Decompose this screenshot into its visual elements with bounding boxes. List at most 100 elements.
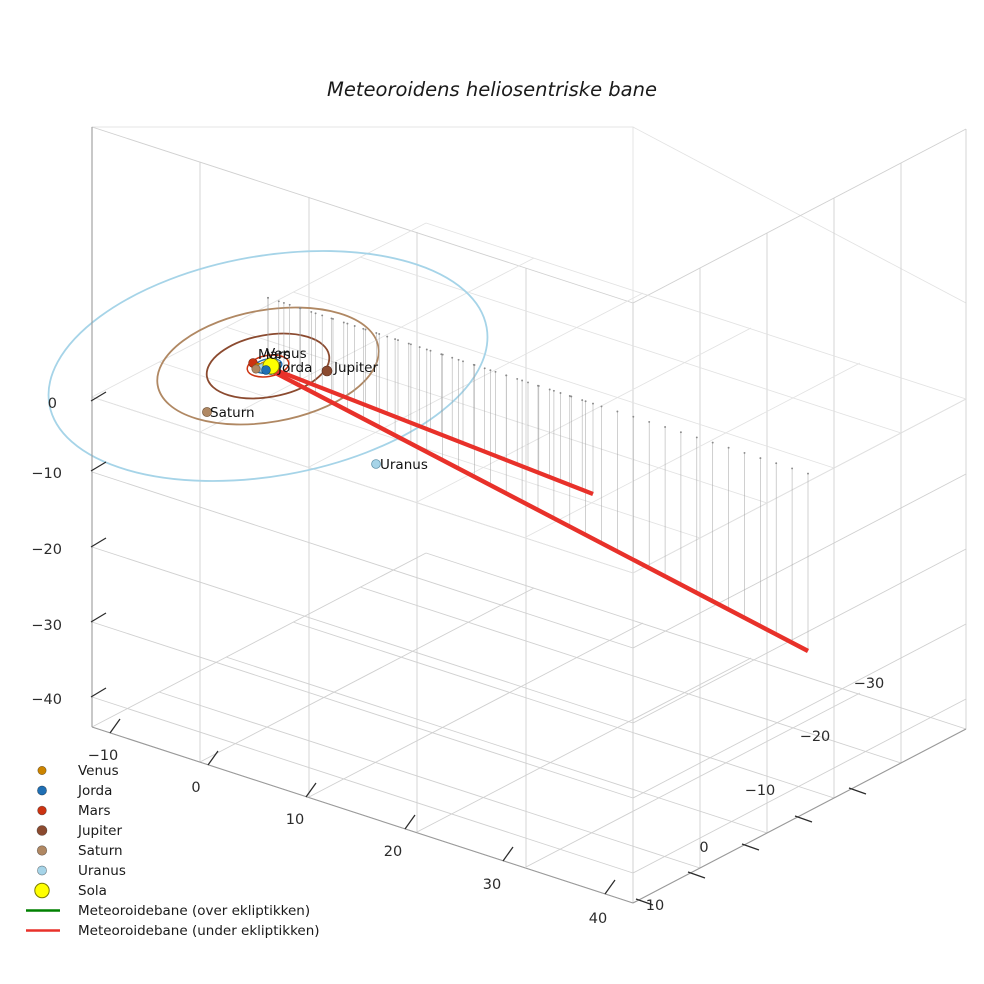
z-tick-mark-0 <box>90 391 107 402</box>
stem-dot-b-24 <box>648 420 651 423</box>
z-tick-label-4: −40 <box>31 692 62 708</box>
body-label-saturn: Saturn <box>210 405 255 421</box>
pane-back-top <box>91 126 967 727</box>
y-tick-label-1: 0 <box>699 840 708 856</box>
traj-segment-upper <box>267 365 594 496</box>
legend-item-label: Saturn <box>78 843 123 859</box>
stem-dot-a-13 <box>407 342 410 345</box>
traj-segment-lower <box>266 367 810 653</box>
stem-dot-b-27 <box>695 436 698 439</box>
legend-item-jupiter[interactable]: Jupiter <box>36 823 122 839</box>
stem-dot-a-4 <box>310 310 313 313</box>
legend-item-label: Meteoroidebane (under ekliptikken) <box>78 923 320 939</box>
legend-marker-dot <box>36 825 48 836</box>
x-tick-label-5: 40 <box>589 911 607 927</box>
legend-item-saturn[interactable]: Saturn <box>36 843 123 859</box>
x-tick-label-3: 20 <box>384 844 402 860</box>
legend-item-meteoroidebane-over-ekliptikken[interactable]: Meteoroidebane (over ekliptikken) <box>26 903 310 919</box>
page-title: Meteoroidens heliosentriske bane <box>327 78 657 101</box>
x-tick-labels: −10 0 10 20 30 40 <box>88 748 608 927</box>
stem-dot-a-14 <box>418 346 421 349</box>
legend-item-label: Sola <box>78 883 107 899</box>
y-tick-mark-2 <box>741 843 760 851</box>
legend-marker-dot <box>37 865 47 876</box>
stem-dot-a-12 <box>397 339 399 342</box>
orbit-saturn <box>156 306 380 426</box>
stem-dot-b-26 <box>679 431 682 434</box>
y-tick-mark-1 <box>687 871 706 879</box>
x-axis-spine <box>91 726 634 904</box>
stem-dot-b-2 <box>298 307 301 310</box>
x-tick-label-1: 0 <box>191 780 200 796</box>
stem-dot-b-28 <box>711 441 714 444</box>
x-tick-mark-4 <box>502 846 514 862</box>
legend[interactable]: Venus Jorda Mars Jupiter Saturn Uranus Sola Met… <box>26 763 320 939</box>
stem-dot-b-29 <box>727 446 730 449</box>
stem-dot-b-16 <box>521 379 524 382</box>
stem-dot-a-29 <box>581 399 584 402</box>
legend-item-meteoroidebane-under-ekliptikken[interactable]: Meteoroidebane (under ekliptikken) <box>26 923 320 939</box>
legend-marker-dot <box>37 765 47 775</box>
z-tick-mark-4 <box>90 687 107 698</box>
legend-item-jorda[interactable]: Jorda <box>37 783 112 799</box>
axis-spines <box>91 127 967 904</box>
z-tick-label-1: −10 <box>31 466 62 482</box>
legend-item-venus[interactable]: Venus <box>37 763 119 779</box>
legend-item-label: Uranus <box>78 863 126 879</box>
legend-marker-dot <box>36 845 48 856</box>
legend-item-sola[interactable]: Sola <box>34 882 107 899</box>
stem-dot-a-17 <box>451 356 454 359</box>
stem-dot-b-23 <box>632 415 635 418</box>
body-label-venus: Venus <box>266 346 307 362</box>
y-tick-mark-0 <box>635 898 654 906</box>
body-label-uranus: Uranus <box>380 457 428 473</box>
stem-dot-b-22 <box>616 410 619 413</box>
stem-dot-a-15 <box>429 349 432 352</box>
y-axis-spine <box>632 728 967 904</box>
z-tick-mark-1 <box>90 461 107 472</box>
stem-dot-b-31 <box>759 457 762 460</box>
marker-uranus <box>371 459 381 469</box>
x-tick-mark-0 <box>109 718 121 734</box>
z-tick-label-2: −20 <box>31 542 62 558</box>
z-tick-mark-2 <box>90 537 107 548</box>
stem-dot-b-12 <box>457 358 460 361</box>
stem-dot-b-14 <box>489 369 492 372</box>
legend-item-label: Jupiter <box>77 823 122 839</box>
stem-dot-a-8 <box>353 325 356 327</box>
legend-item-mars[interactable]: Mars <box>37 803 111 819</box>
stem-dot-b-15 <box>505 374 508 377</box>
x-tick-label-0: −10 <box>88 748 119 764</box>
x-tick-mark-2 <box>305 782 317 798</box>
stem-dot-b-18 <box>552 389 555 392</box>
stem-dot-a-6 <box>332 317 334 320</box>
stem-dot-b-0 <box>267 296 269 299</box>
y-tick-labels: 10 0 −10 −20 −30 <box>646 676 885 914</box>
y-tick-label-0: 10 <box>646 898 664 914</box>
meteoroid-trajectory <box>266 365 810 653</box>
legend-item-uranus[interactable]: Uranus <box>37 863 126 879</box>
stem-dot-a-5 <box>321 314 324 317</box>
body-label-mars: Mars <box>258 347 291 363</box>
legend-marker-dot <box>37 805 47 816</box>
pane-floor <box>91 552 967 904</box>
orbit-mars <box>246 354 290 378</box>
stem-dot-b-19 <box>568 395 571 397</box>
stem-dot-b-1 <box>282 301 285 304</box>
y-tick-label-4: −30 <box>854 676 885 692</box>
stem-dot-a-10 <box>375 332 378 334</box>
pane-ecliptic-plane <box>91 222 967 574</box>
marker-jupiter <box>321 365 333 377</box>
stem-dot-b-3 <box>314 312 317 315</box>
y-tick-label-3: −20 <box>800 729 831 745</box>
body-label-jupiter: Jupiter <box>333 360 378 376</box>
stem-dot-a-11 <box>386 335 389 338</box>
stem-lines-group <box>267 296 809 651</box>
stem-dot-b-9 <box>409 343 412 346</box>
legend-marker-dot <box>37 785 47 796</box>
stem-dot-b-5 <box>346 322 349 325</box>
stem-dot-b-10 <box>425 348 428 351</box>
body-markers-group <box>202 357 381 469</box>
stem-dot-b-6 <box>362 327 365 330</box>
